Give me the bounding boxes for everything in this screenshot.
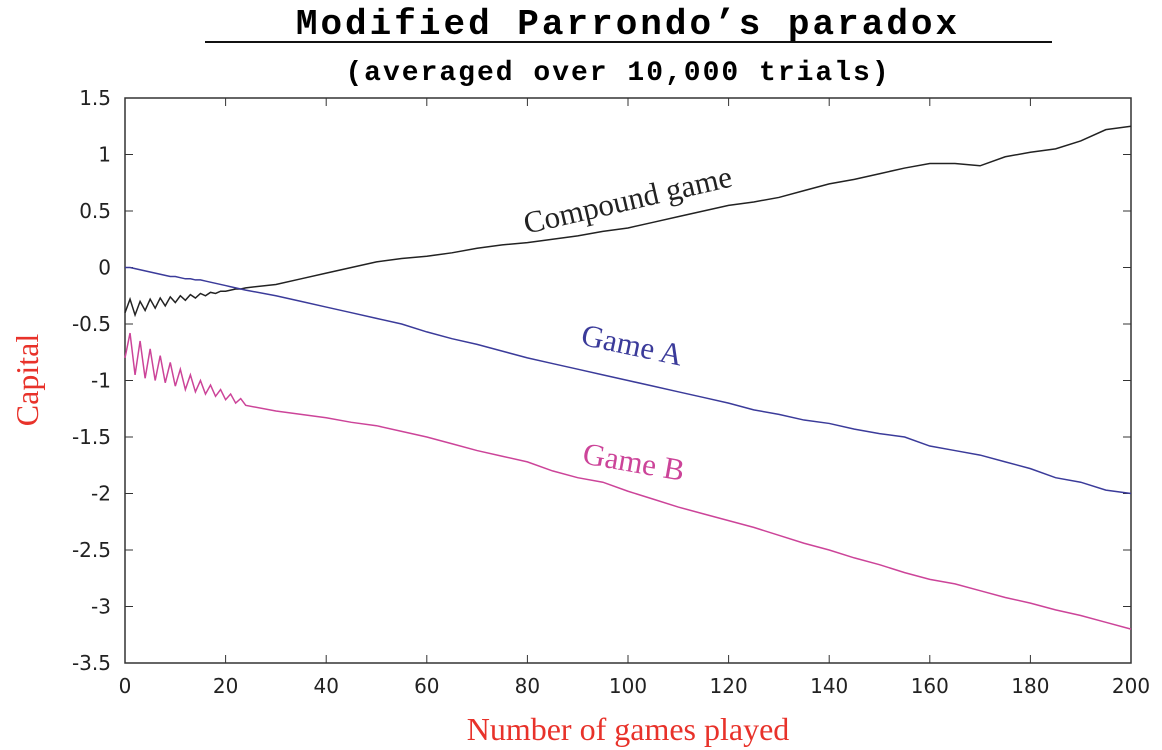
series-label: Game B [580, 436, 687, 488]
chart-title: Modified Parrondo’s paradox [296, 4, 960, 45]
y-tick-label: -1.5 [72, 425, 111, 449]
x-tick-label: 200 [1112, 674, 1150, 698]
chart-subtitle: (averaged over 10,000 trials) [345, 58, 890, 89]
x-tick-label: 100 [609, 674, 647, 698]
series-label: Game A [578, 317, 686, 373]
x-tick-label: 180 [1011, 674, 1049, 698]
x-tick-label: 0 [119, 674, 132, 698]
series-line [125, 266, 1132, 495]
y-tick-label: -1 [91, 369, 111, 393]
series-line [124, 125, 1132, 318]
y-tick-label: -2 [91, 482, 111, 506]
x-tick-label: 40 [313, 674, 338, 698]
y-tick-label: 1 [98, 143, 111, 167]
y-tick-label: 1.5 [79, 86, 111, 110]
y-tick-label: 0.5 [79, 199, 111, 223]
y-tick-label: 0 [98, 256, 111, 280]
x-tick-label: 60 [414, 674, 439, 698]
x-tick-label: 20 [213, 674, 238, 698]
x-axis-label: Number of games played [467, 711, 790, 747]
y-tick-label: -0.5 [72, 312, 111, 336]
x-tick-label: 140 [810, 674, 848, 698]
y-tick-label: -3.5 [72, 651, 111, 675]
x-tick-label: 120 [710, 674, 748, 698]
x-tick-label: 160 [911, 674, 949, 698]
series-line [124, 332, 1132, 630]
y-axis-label: Capital [9, 334, 45, 427]
x-tick-label: 80 [515, 674, 540, 698]
y-tick-label: -2.5 [72, 538, 111, 562]
y-tick-label: -3 [91, 595, 111, 619]
